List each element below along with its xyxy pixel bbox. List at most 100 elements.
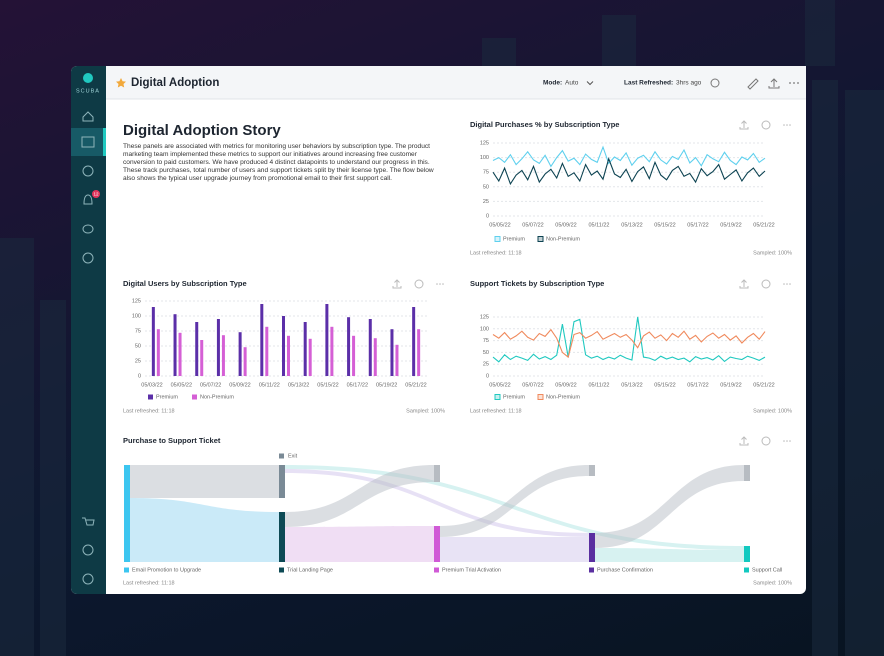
- x-tick-label: 05/15/22: [317, 382, 338, 388]
- y-tick-label: 25: [483, 199, 489, 205]
- badge: [92, 190, 100, 198]
- sidebar: [71, 66, 106, 594]
- cart-icon[interactable]: [82, 517, 95, 526]
- help-icon[interactable]: [82, 544, 94, 556]
- y-tick-label: 0: [486, 213, 489, 219]
- flow-node: [279, 512, 285, 562]
- sidebar-active: [71, 128, 106, 156]
- settings-icon[interactable]: [82, 252, 94, 264]
- panel-share[interactable]: [739, 120, 749, 130]
- dashboard-icon[interactable]: [81, 136, 95, 148]
- edit-button[interactable]: [747, 78, 759, 90]
- bar: [308, 338, 312, 376]
- bar: [417, 329, 421, 376]
- y-tick-label: 125: [480, 140, 489, 146]
- exit-node: [279, 465, 285, 498]
- refresh-button[interactable]: [710, 78, 720, 88]
- bar: [195, 322, 199, 376]
- explore-icon[interactable]: [82, 165, 94, 177]
- legend-label: Premium: [503, 394, 525, 400]
- mode-value[interactable]: Auto: [565, 80, 579, 87]
- y-tick-label: 100: [480, 155, 489, 161]
- x-tick-label: 05/19/22: [376, 382, 397, 388]
- bar: [243, 347, 247, 376]
- footer-right: Sampled: 100%: [753, 580, 792, 586]
- node-label: Support Call: [752, 567, 782, 573]
- legend-swatch: [744, 567, 749, 573]
- flow-link: [285, 526, 434, 562]
- legend-swatch: [148, 394, 153, 400]
- panel-share[interactable]: [739, 436, 749, 446]
- panel-more-dot[interactable]: [783, 440, 785, 442]
- panel-title: Digital Users by Subscription Type: [123, 279, 247, 288]
- legend-swatch: [279, 567, 284, 573]
- home-icon[interactable]: [82, 111, 94, 122]
- flow-link: [285, 469, 589, 537]
- drop-node: [744, 465, 750, 481]
- backdrop-bar: [40, 300, 66, 656]
- story-title: Digital Adoption Story: [123, 122, 281, 139]
- share-button[interactable]: [768, 78, 780, 89]
- bar: [368, 319, 372, 376]
- panel-clock[interactable]: [761, 279, 771, 289]
- series-line: [492, 328, 766, 359]
- panel-clock[interactable]: [414, 279, 424, 289]
- badge-count: 12: [93, 192, 99, 197]
- legend-label: Non-Premium: [200, 394, 234, 400]
- y-tick-label: 25: [135, 358, 141, 364]
- flow-link: [285, 465, 744, 550]
- legend-swatch: [537, 236, 544, 242]
- panel-more-dot[interactable]: [789, 283, 791, 285]
- panel-more-dot[interactable]: [789, 440, 791, 442]
- x-tick-label: 05/09/22: [555, 382, 576, 388]
- panel-more-dot[interactable]: [442, 283, 444, 285]
- node-label: Purchase Confirmation: [597, 567, 653, 573]
- x-tick-label: 05/13/22: [621, 382, 642, 388]
- backdrop-bar: [812, 80, 838, 656]
- bar: [238, 332, 242, 376]
- x-tick-label: 05/19/22: [720, 382, 741, 388]
- footer-left: Last refreshed: 11:18: [470, 408, 522, 414]
- panel-title: Purchase to Support Ticket: [123, 436, 221, 445]
- panel-more-dot[interactable]: [783, 124, 785, 126]
- more-button[interactable]: [789, 82, 799, 84]
- flow-link: [285, 465, 434, 527]
- panel-more-dot[interactable]: [789, 124, 791, 126]
- window: [71, 66, 806, 594]
- user-icon[interactable]: [82, 573, 94, 585]
- x-tick-label: 05/21/22: [405, 382, 426, 388]
- flow-node: [744, 546, 750, 562]
- legend-swatch: [494, 236, 501, 242]
- x-tick-label: 05/21/22: [753, 382, 774, 388]
- panel-more-dot[interactable]: [783, 283, 785, 285]
- mode-label: Mode:: [543, 80, 562, 87]
- legend-swatch: [537, 394, 544, 400]
- alerts-icon[interactable]: [83, 194, 93, 205]
- mode-caret[interactable]: [586, 81, 594, 86]
- favorite-star[interactable]: [116, 78, 126, 88]
- data-icon[interactable]: [82, 224, 94, 234]
- story-body-box: These panels are associated with metrics…: [123, 143, 434, 182]
- panel-more-dot[interactable]: [786, 124, 788, 126]
- panel-clock[interactable]: [761, 436, 771, 446]
- x-tick-label: 05/17/22: [687, 382, 708, 388]
- backdrop-bar: [0, 238, 34, 656]
- footer-left: Last refreshed: 11:18: [470, 250, 522, 256]
- panel-clock[interactable]: [761, 120, 771, 130]
- panel-share[interactable]: [392, 279, 402, 289]
- backdrop-bar: [602, 15, 636, 67]
- flow-node: [124, 465, 130, 562]
- panel-more-dot[interactable]: [786, 440, 788, 442]
- legend-label: Premium: [503, 236, 525, 242]
- panel-share[interactable]: [739, 279, 749, 289]
- bar: [347, 317, 351, 376]
- panel-more-dot[interactable]: [439, 283, 441, 285]
- x-tick-label: 05/05/22: [489, 382, 510, 388]
- x-tick-label: 05/17/22: [687, 222, 708, 228]
- x-tick-label: 05/05/22: [171, 382, 192, 388]
- panel-more-dot[interactable]: [786, 283, 788, 285]
- x-tick-label: 05/15/22: [654, 222, 675, 228]
- x-tick-label: 05/15/22: [654, 382, 675, 388]
- footer-left: Last refreshed: 11:18: [123, 580, 175, 586]
- panel-more-dot[interactable]: [436, 283, 438, 285]
